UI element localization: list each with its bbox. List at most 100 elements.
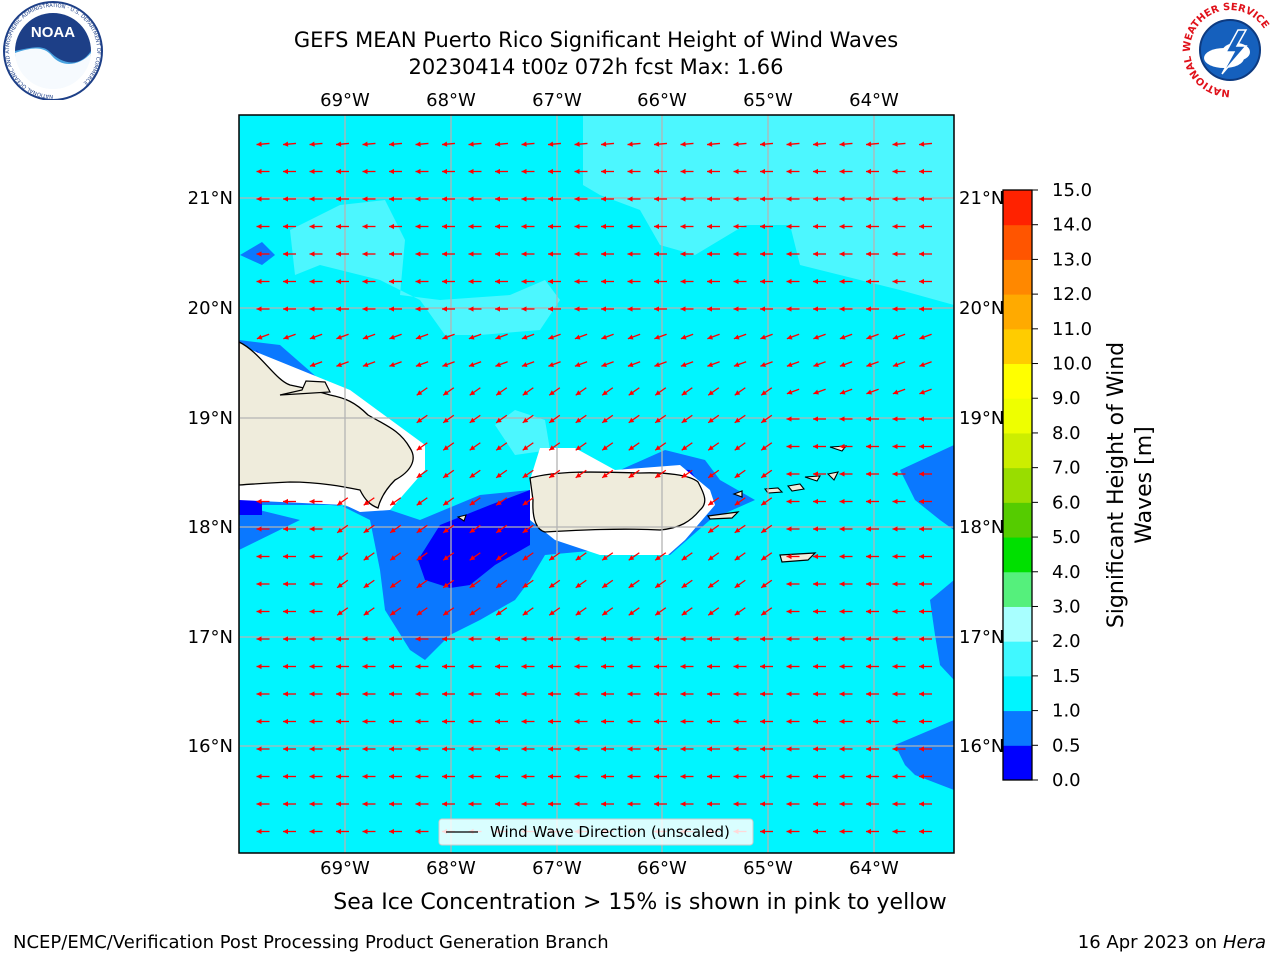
- wave-direction-arrow: [919, 278, 932, 285]
- wave-direction-arrow: [734, 387, 746, 396]
- lat-label-right: 19°N: [959, 408, 1004, 429]
- wave-direction-arrow: [813, 416, 826, 422]
- wave-zone-medium-south-east: [895, 720, 954, 790]
- wave-direction-arrow: [362, 251, 376, 257]
- wave-direction-arrow: [362, 718, 376, 725]
- st-croix-island: [779, 552, 817, 563]
- wave-direction-arrow: [786, 361, 800, 367]
- wave-direction-arrow: [548, 168, 561, 175]
- wave-direction-arrow: [760, 663, 773, 670]
- wave-direction-arrow: [866, 443, 879, 450]
- wave-direction-arrow: [521, 333, 535, 340]
- wave-direction-arrow: [866, 416, 879, 422]
- wave-direction-arrow: [760, 718, 773, 725]
- wave-direction-arrow: [865, 141, 880, 147]
- wave-direction-arrow: [309, 581, 323, 587]
- wave-direction-arrow: [680, 636, 694, 642]
- wave-direction-arrow: [416, 387, 428, 396]
- wave-direction-arrow: [336, 552, 349, 561]
- lon-label-top: 69°W: [320, 90, 370, 111]
- wave-direction-arrow: [601, 579, 614, 589]
- wave-direction-arrow: [548, 414, 561, 424]
- wave-direction-arrow: [839, 608, 853, 615]
- wave-direction-arrow: [389, 801, 402, 807]
- wave-direction-arrow: [839, 251, 853, 257]
- wave-direction-arrow: [283, 801, 296, 807]
- puerto-rico-land: [529, 471, 706, 533]
- wave-direction-arrow: [574, 223, 588, 230]
- wave-direction-arrow: [283, 581, 296, 587]
- wave-direction-arrow: [336, 196, 349, 202]
- wave-direction-arrow: [654, 333, 667, 340]
- wave-direction-arrow: [442, 278, 455, 285]
- wave-direction-arrow: [680, 333, 694, 340]
- wave-direction-arrow: [654, 387, 667, 396]
- wave-direction-arrow: [866, 388, 879, 395]
- wave-direction-arrow: [389, 524, 402, 534]
- wave-direction-arrow: [628, 607, 640, 616]
- wave-direction-arrow: [733, 691, 747, 697]
- wave-direction-arrow: [495, 168, 508, 175]
- wave-direction-arrow: [866, 828, 879, 835]
- wave-direction-arrow: [468, 801, 482, 807]
- wave-direction-arrow: [839, 416, 853, 422]
- wave-direction-arrow: [522, 497, 534, 506]
- wave-direction-arrow: [336, 306, 349, 312]
- wave-direction-arrow: [256, 498, 270, 505]
- wave-direction-arrow: [283, 718, 296, 725]
- wave-direction-arrow: [362, 691, 376, 697]
- lon-label-bottom: 66°W: [637, 858, 687, 879]
- wave-direction-arrow: [389, 168, 402, 175]
- wave-direction-arrow: [574, 196, 588, 202]
- wave-direction-arrow: [415, 196, 429, 202]
- wave-direction-arrow: [919, 416, 932, 422]
- wave-direction-arrow: [362, 746, 376, 752]
- wave-direction-arrow: [601, 552, 614, 561]
- wave-direction-arrow: [892, 306, 906, 312]
- wave-direction-arrow: [813, 333, 826, 340]
- wave-direction-arrow: [283, 746, 296, 752]
- wave-direction-arrow: [813, 251, 826, 257]
- wave-direction-arrow: [601, 306, 614, 312]
- wave-direction-arrow: [389, 333, 402, 340]
- wave-direction-arrow: [283, 168, 296, 175]
- wave-direction-arrow: [733, 663, 747, 670]
- wave-direction-arrow: [786, 278, 800, 285]
- wave-direction-arrow: [522, 469, 534, 479]
- wave-direction-arrow: [919, 306, 932, 312]
- wave-direction-arrow: [813, 526, 826, 532]
- wave-direction-arrow: [574, 746, 588, 752]
- wave-direction-arrow: [786, 801, 800, 807]
- wave-direction-arrow: [548, 746, 561, 752]
- wave-direction-arrow: [786, 691, 800, 697]
- wave-direction-arrow: [760, 306, 773, 312]
- wave-direction-arrow: [654, 196, 667, 202]
- wave-direction-arrow: [415, 636, 429, 642]
- wave-direction-arrow: [309, 333, 323, 340]
- wave-direction-arrow: [654, 469, 667, 479]
- wave-direction-arrow: [336, 746, 349, 752]
- wave-direction-arrow: [495, 801, 508, 807]
- noaa-logo: NOAA NATIONAL OCEANIC AND ATMOSPHERIC AD…: [3, 1, 103, 100]
- wave-direction-arrow: [468, 718, 482, 725]
- wave-direction-arrow: [469, 497, 481, 506]
- wave-direction-arrow: [681, 607, 693, 616]
- lon-label-top: 67°W: [532, 90, 582, 111]
- wave-direction-arrow: [627, 251, 641, 257]
- wave-direction-arrow: [733, 306, 747, 312]
- wave-direction-arrow: [866, 691, 879, 697]
- wave-direction-arrow: [786, 141, 800, 147]
- wave-direction-arrow: [415, 663, 429, 670]
- wave-direction-arrow: [389, 196, 402, 202]
- wave-direction-arrow: [309, 608, 323, 615]
- wave-direction-arrow: [707, 552, 720, 561]
- wave-direction-arrow: [786, 526, 800, 532]
- wave-direction-arrow: [892, 361, 906, 367]
- wave-direction-arrow: [548, 251, 561, 257]
- wave-direction-arrow: [627, 663, 641, 670]
- wave-direction-arrow: [309, 196, 323, 202]
- wave-direction-arrow: [707, 691, 720, 697]
- wave-direction-arrow: [680, 196, 694, 202]
- wave-direction-arrow: [919, 251, 932, 257]
- wave-direction-arrow: [892, 196, 906, 202]
